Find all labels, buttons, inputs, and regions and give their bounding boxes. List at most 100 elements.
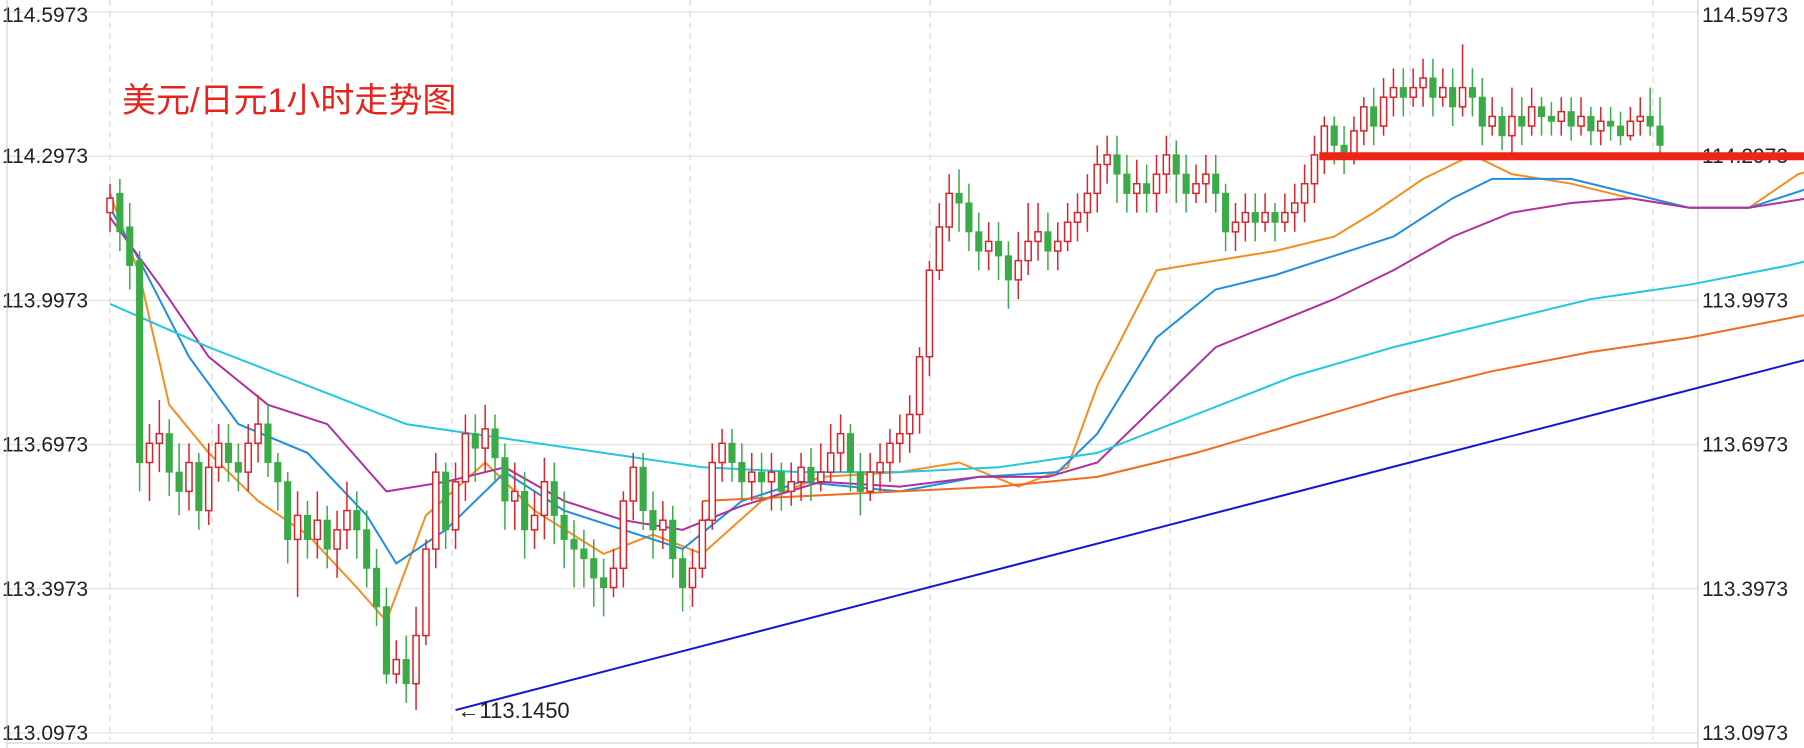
candle-body-up	[1596, 120, 1605, 132]
candle-body-up	[1034, 231, 1042, 243]
candle-body-up	[185, 461, 193, 493]
candle-body-down	[1616, 125, 1625, 137]
candle-body-down	[274, 462, 282, 483]
candle-body-down	[1251, 212, 1259, 223]
candle-body-up	[1152, 173, 1161, 195]
candle-body-up	[1073, 211, 1082, 223]
candle-body-up	[461, 432, 470, 483]
candle-body-down	[1271, 212, 1279, 223]
candle-body-down	[1330, 125, 1338, 146]
candle-body-down	[1212, 173, 1220, 194]
candle-body-down	[363, 529, 371, 569]
candle-body-up	[1093, 163, 1102, 195]
candle-body-up	[451, 481, 460, 531]
candle-body-up	[1350, 130, 1358, 156]
candle-body-up	[1300, 182, 1309, 204]
candle-body-down	[738, 462, 746, 483]
candle-body-down	[491, 428, 499, 459]
candle-body-up	[313, 519, 322, 541]
candle-body-up	[708, 461, 717, 521]
candle-body-up	[767, 471, 776, 483]
candle-body-down	[758, 471, 766, 483]
candle-body-up	[1241, 211, 1250, 223]
y-tick-label-right: 113.9973	[1702, 289, 1788, 312]
candle-body-down	[1646, 115, 1654, 127]
candle-body-up	[925, 269, 934, 358]
candle-body-down	[224, 442, 233, 464]
candle-body-up	[1083, 192, 1092, 214]
candle-body-down	[590, 558, 598, 579]
candle-body-down	[382, 606, 390, 675]
candle-body-down	[1449, 87, 1457, 108]
candle-body-up	[481, 428, 489, 449]
candle-body-down	[136, 260, 144, 464]
candle-body-down	[402, 659, 410, 685]
candle-body-up	[293, 514, 302, 541]
candle-body-down	[1113, 154, 1121, 175]
candle-body-down	[264, 423, 272, 464]
candle-body-down	[116, 192, 124, 233]
candle-body-down	[560, 514, 568, 540]
candle-body-up	[530, 514, 539, 531]
candle-body-down	[1143, 183, 1151, 194]
candle-body-up	[343, 509, 351, 531]
candle-body-up	[817, 471, 825, 483]
candle-body-up	[392, 658, 401, 675]
candle-body-up	[1281, 211, 1289, 223]
candle-body-down	[600, 577, 608, 589]
candle-body-down	[965, 202, 973, 233]
overlays	[455, 152, 1804, 712]
candle-body-down	[373, 567, 381, 608]
y-tick-label-left: 114.5973	[2, 4, 88, 27]
candle-body-down	[669, 519, 677, 560]
y-tick-label-right: 113.6973	[1702, 434, 1788, 457]
candle-body-down	[521, 490, 529, 531]
candle-body-down	[1222, 192, 1230, 233]
candle-body-up	[619, 500, 628, 570]
y-tick-label-left: 114.2973	[2, 145, 88, 168]
candle-body-down	[1656, 125, 1664, 146]
candle-body-up	[1458, 86, 1467, 108]
candle-body-down	[1537, 106, 1546, 117]
candle-body-up	[886, 442, 894, 464]
candle-body-down	[1478, 96, 1486, 127]
candle-body-up	[915, 356, 924, 416]
candle-body-down	[639, 466, 647, 512]
candle-body-down	[126, 226, 134, 266]
candle-body-down	[649, 510, 657, 531]
candle-body-up	[1577, 115, 1585, 127]
candle-body-up	[876, 461, 884, 473]
candle-body-down	[580, 548, 588, 560]
candle-body-up	[1192, 182, 1200, 195]
moving-average-ma_longest	[702, 314, 1804, 502]
candles	[106, 44, 1664, 711]
candle-body-up	[787, 481, 796, 493]
candle-body-up	[609, 567, 618, 589]
candle-body-up	[1527, 106, 1536, 127]
candle-body-down	[1468, 87, 1476, 98]
candle-body-up	[1557, 110, 1566, 123]
candle-body-down	[1399, 87, 1407, 98]
candle-body-down	[570, 538, 578, 550]
candle-body-up	[145, 442, 154, 464]
candle-body-up	[333, 529, 341, 550]
candle-body-up	[1488, 115, 1496, 127]
candle-body-up	[214, 442, 223, 469]
candle-body-down	[1607, 120, 1615, 127]
candle-body-up	[1202, 173, 1210, 185]
candle-body-up	[826, 452, 835, 473]
candle-body-up	[895, 432, 904, 445]
candle-body-up	[1261, 211, 1269, 223]
candle-body-up	[866, 471, 875, 493]
candle-body-up	[254, 423, 262, 445]
candle-body-up	[629, 466, 638, 502]
candle-body-up	[836, 432, 845, 454]
y-tick-label-left: 113.9973	[2, 289, 88, 312]
candle-body-up	[1419, 77, 1427, 89]
y-tick-label-left: 113.0973	[2, 722, 88, 745]
candle-body-down	[1547, 115, 1555, 122]
candle-body-up	[935, 226, 944, 272]
candle-body-down	[353, 510, 361, 531]
